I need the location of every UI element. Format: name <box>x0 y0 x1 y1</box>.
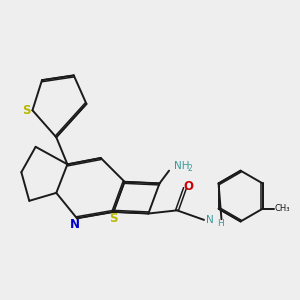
Text: 2: 2 <box>188 164 193 173</box>
Text: S: S <box>22 104 30 117</box>
Text: CH₃: CH₃ <box>274 204 290 213</box>
Text: N: N <box>70 218 80 230</box>
Text: N: N <box>206 215 213 225</box>
Text: NH: NH <box>174 161 189 171</box>
Text: S: S <box>109 212 118 225</box>
Text: H: H <box>217 219 224 228</box>
Text: O: O <box>183 180 193 193</box>
